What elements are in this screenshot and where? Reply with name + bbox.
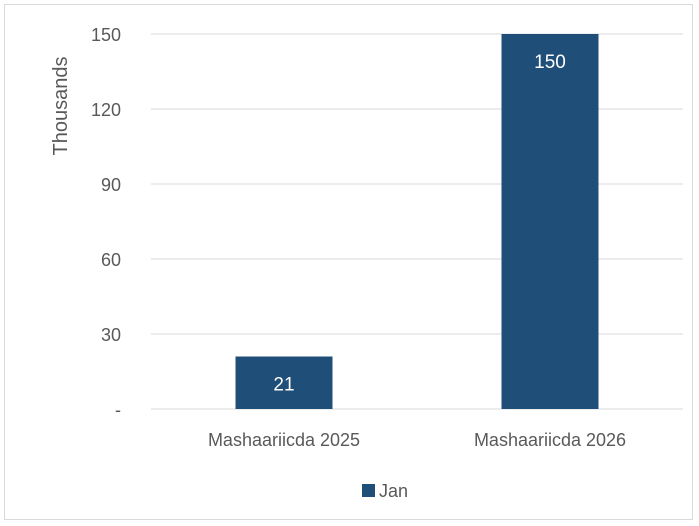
bars — [235, 34, 599, 409]
bar — [501, 34, 599, 409]
legend: Jan — [362, 481, 408, 501]
x-tick-label: Mashaariicda 2026 — [474, 430, 626, 450]
x-tick-label: Mashaariicda 2025 — [208, 430, 360, 450]
data-label: 21 — [273, 375, 294, 396]
y-tick-label: 60 — [101, 250, 121, 270]
y-tick-label: 150 — [91, 25, 121, 45]
x-tick-labels: Mashaariicda 2025 Mashaariicda 2026 — [208, 430, 626, 450]
gridlines — [151, 33, 683, 410]
chart-frame: -30 60 90 120 150 21 150 Mashaariicda 2025 Mas… — [4, 4, 693, 520]
y-tick-labels: - 30 60 90 120 150 — [91, 25, 121, 420]
bar — [235, 356, 333, 409]
legend-swatch-jan — [362, 484, 375, 497]
y-tick-label: - — [115, 400, 121, 420]
y-axis-label: Thousands — [50, 57, 72, 156]
y-tick-label: 120 — [91, 100, 121, 120]
data-labels: 21 150 — [273, 52, 565, 396]
data-label: 150 — [534, 52, 566, 73]
y-tick-label: 30 — [101, 325, 121, 345]
legend-label-jan: Jan — [379, 481, 408, 501]
y-tick-label: 90 — [101, 175, 121, 195]
